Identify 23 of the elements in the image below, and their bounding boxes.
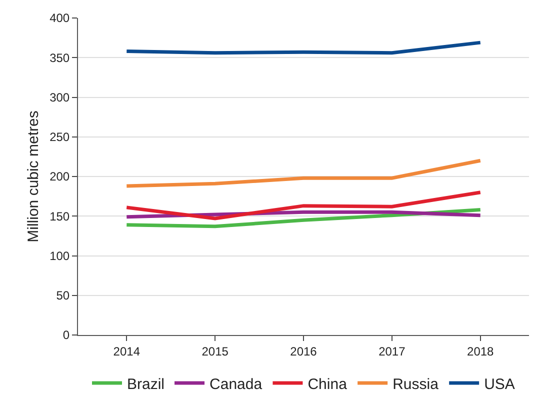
legend-label: China bbox=[308, 376, 348, 393]
x-tick-label: 2015 bbox=[202, 344, 229, 358]
legend-label: Brazil bbox=[127, 376, 165, 393]
y-tick-label: 250 bbox=[50, 130, 70, 144]
y-tick-label: 100 bbox=[50, 248, 70, 263]
y-tick-label: 0 bbox=[62, 328, 70, 342]
y-tick-label: 350 bbox=[50, 50, 70, 65]
line-series bbox=[124, 40, 482, 55]
y-tick-label: 300 bbox=[50, 90, 70, 104]
x-tick-label: 2016 bbox=[290, 344, 318, 358]
y-tick-label: 150 bbox=[50, 209, 70, 224]
y-tick-label: 400 bbox=[50, 11, 70, 26]
x-tick-label: 2014 bbox=[113, 344, 140, 358]
legend-label: Canada bbox=[210, 376, 263, 393]
y-axis-title: Million cubic metres bbox=[25, 110, 42, 242]
x-tick-label: 2017 bbox=[378, 344, 406, 358]
x-tick-label: 2018 bbox=[467, 344, 494, 358]
line-series bbox=[124, 158, 482, 188]
y-tick-label: 200 bbox=[50, 170, 70, 184]
line-series bbox=[124, 190, 482, 220]
y-tick-label: 50 bbox=[56, 288, 70, 303]
legend-label: Russia bbox=[392, 376, 440, 393]
legend-label: USA bbox=[484, 376, 515, 393]
